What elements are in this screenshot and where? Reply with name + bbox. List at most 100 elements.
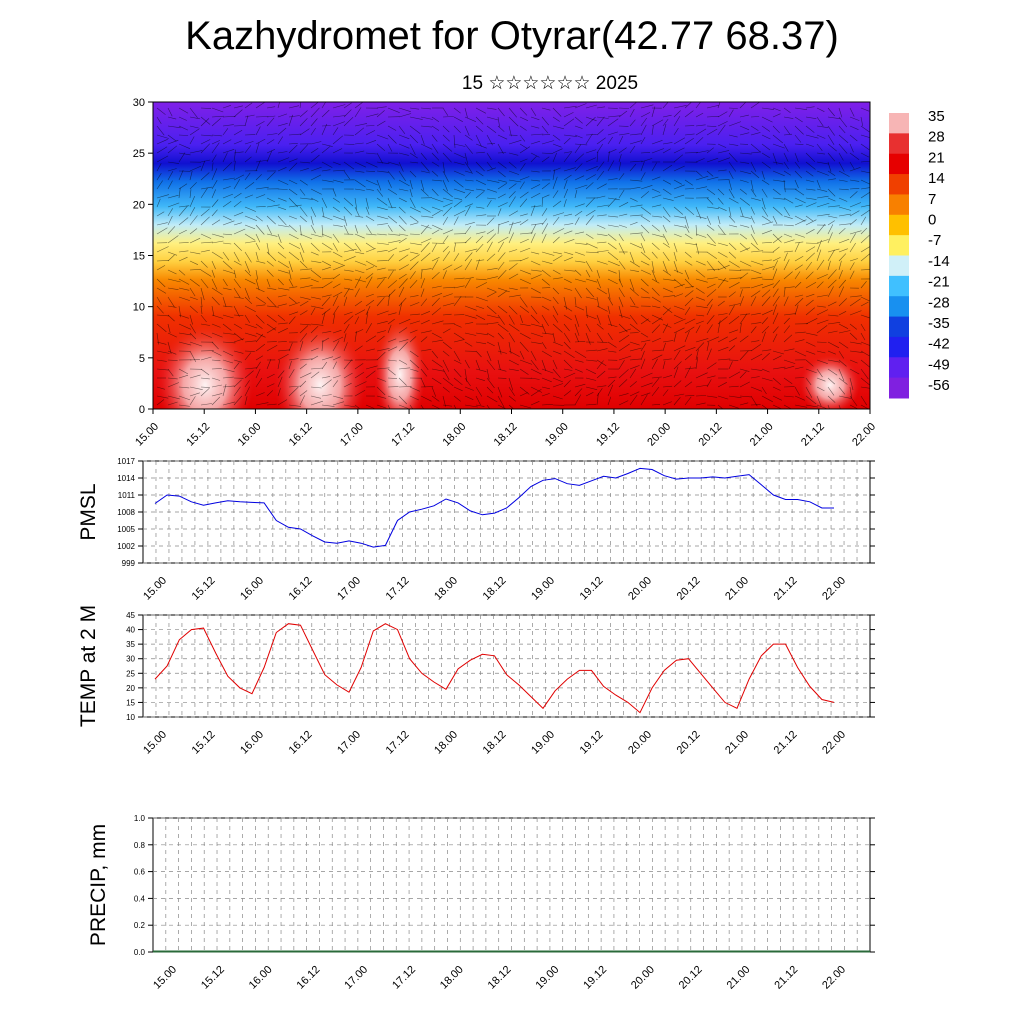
wind-barb [376, 197, 388, 206]
wind-barb [794, 107, 808, 110]
wind-barb [607, 287, 611, 300]
wind-barb [431, 229, 440, 235]
wind-barb [607, 131, 618, 136]
wind-barb [497, 314, 505, 325]
wind-barb [354, 142, 364, 145]
wind-barb [673, 224, 686, 228]
wind-barb [794, 233, 805, 238]
wind-barb [728, 404, 739, 409]
wind-barb [618, 359, 625, 370]
wind-barb [332, 305, 339, 316]
wind-barb [761, 259, 772, 262]
wind-barb [508, 196, 516, 208]
wind-barb [717, 215, 721, 225]
wind-barb [299, 233, 313, 240]
wind-barb [684, 290, 694, 298]
wind-barb [838, 359, 847, 367]
x-tick-label: 18.12 [481, 729, 509, 757]
wind-barb [310, 154, 320, 163]
wind-barb [222, 139, 232, 145]
wind-barb [343, 116, 354, 127]
wind-barb [420, 170, 431, 174]
wind-barb [277, 179, 289, 185]
wind-barb [354, 269, 365, 274]
wind-barb [156, 296, 162, 305]
wind-barb [541, 182, 550, 190]
wind-barb [255, 174, 262, 181]
wind-barb [310, 347, 319, 352]
wind-barb [365, 323, 372, 334]
wind-barb [310, 395, 322, 399]
wind-barb [354, 260, 367, 266]
wind-barb [156, 359, 167, 362]
wind-barb [332, 336, 344, 343]
wind-barb [211, 168, 218, 181]
wind-barb [189, 260, 199, 265]
wind-barb [508, 179, 522, 183]
wind-barb [695, 278, 708, 283]
wind-barb [255, 138, 266, 145]
wind-barb [706, 125, 717, 127]
wind-barb [783, 377, 793, 385]
wind-barb [717, 157, 731, 163]
wind-barb [409, 313, 420, 316]
wind-barb [398, 197, 407, 203]
wind-barb [453, 285, 465, 289]
wind-barb [486, 291, 497, 298]
wind-barb [596, 116, 609, 119]
wind-barb [772, 268, 778, 280]
wind-barb [739, 215, 752, 219]
wind-barb [574, 143, 588, 146]
wind-barb [497, 290, 508, 298]
wind-barb [277, 102, 280, 109]
wind-barb [376, 335, 385, 343]
wind-barb [596, 305, 608, 312]
wind-barb [717, 320, 721, 334]
wind-barb [244, 352, 252, 361]
wind-barb [211, 233, 224, 238]
wind-barb [233, 130, 243, 136]
wind-barb [618, 393, 629, 397]
wind-barb [541, 341, 547, 349]
wind-barb [816, 116, 824, 127]
wind-barb [156, 155, 169, 163]
wind-barb [552, 350, 562, 355]
wind-barb [189, 251, 201, 255]
wind-barb [706, 128, 718, 136]
colorbar-swatch [889, 357, 909, 379]
wind-barb [662, 295, 676, 298]
wind-barb [365, 233, 377, 236]
wind-barb [178, 287, 190, 291]
wind-barb [486, 341, 495, 347]
wind-barb [365, 140, 377, 145]
x-tick-label: 19.12 [581, 964, 609, 992]
wind-barb [761, 206, 769, 217]
wind-barb [662, 375, 673, 379]
wind-barb [860, 386, 870, 389]
wind-barb [827, 232, 833, 244]
wind-barb [486, 143, 496, 145]
wind-barb [167, 287, 179, 290]
wind-barb [420, 395, 432, 402]
wind-barb [827, 260, 831, 271]
wind-barb [398, 206, 406, 214]
wind-barb [167, 161, 180, 164]
wind-barb [695, 128, 707, 136]
wind-barb [497, 241, 505, 253]
wind-barb [178, 332, 192, 336]
wind-barb [277, 278, 284, 286]
wind-barb [233, 386, 241, 397]
wind-barb [299, 372, 312, 379]
x-tick-label: 18.12 [492, 421, 520, 449]
wind-barb [453, 134, 456, 148]
wind-barb [816, 188, 828, 192]
wind-barb [211, 384, 222, 388]
wind-barb [706, 147, 714, 154]
wind-barb [310, 400, 323, 406]
wind-barb [662, 307, 671, 316]
wind-barb [607, 136, 613, 145]
wind-barb [497, 116, 500, 127]
wind-barb [211, 154, 217, 163]
colorbar-label: 7 [928, 191, 936, 208]
y-tick-label: 0.2 [134, 921, 146, 930]
